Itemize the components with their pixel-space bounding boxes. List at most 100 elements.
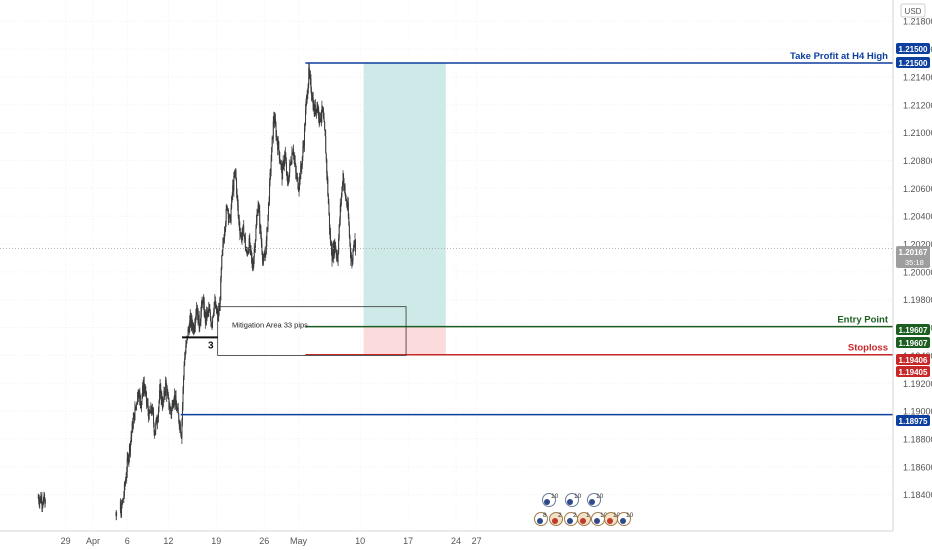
candle-body bbox=[338, 224, 340, 239]
candle-body bbox=[196, 307, 198, 315]
candle-body bbox=[269, 180, 271, 201]
event-marker-count: 2 bbox=[573, 512, 577, 519]
candle-body bbox=[341, 185, 343, 187]
candle-body bbox=[195, 307, 197, 315]
price-badge bbox=[896, 354, 930, 365]
candle-body bbox=[172, 403, 174, 408]
event-marker-count: 8 bbox=[543, 512, 547, 519]
candle-body bbox=[343, 174, 345, 185]
candle-body bbox=[184, 358, 186, 366]
candle-body bbox=[170, 411, 172, 415]
candle-body bbox=[287, 182, 289, 184]
candle-body bbox=[346, 205, 348, 208]
candle-body bbox=[334, 242, 336, 250]
candle-body bbox=[213, 302, 215, 312]
price-badge-text: 1.21500 bbox=[899, 45, 928, 54]
candle-body bbox=[212, 317, 214, 324]
candle-body bbox=[220, 277, 222, 301]
candle-body bbox=[230, 208, 232, 222]
candle-body bbox=[352, 249, 354, 261]
candle-body bbox=[208, 307, 210, 312]
candle-body bbox=[332, 248, 334, 262]
mitigation-label: Mitigation Area 33 pips bbox=[232, 321, 308, 330]
candle-body bbox=[231, 196, 233, 209]
event-marker-top[interactable]: 10 bbox=[565, 493, 582, 507]
candle-body bbox=[219, 304, 221, 311]
event-marker-top[interactable]: 10 bbox=[542, 493, 559, 507]
candle-body bbox=[176, 409, 178, 411]
event-marker-bottom[interactable]: 8 bbox=[534, 512, 548, 526]
candle-body bbox=[354, 239, 356, 244]
candle-body bbox=[334, 242, 336, 253]
candle-body bbox=[340, 203, 342, 206]
price-badge bbox=[896, 324, 930, 335]
candle-body bbox=[155, 417, 157, 423]
candle-body bbox=[330, 234, 332, 244]
event-marker-count: 2 bbox=[558, 512, 562, 519]
candle-body bbox=[330, 243, 332, 245]
candle-body bbox=[147, 404, 149, 412]
candle-body bbox=[155, 422, 157, 432]
candle-body bbox=[40, 498, 42, 503]
event-marker-top[interactable]: 10 bbox=[587, 493, 604, 507]
candle-body bbox=[325, 136, 327, 154]
candle-body bbox=[210, 318, 212, 326]
candle-body bbox=[252, 266, 254, 270]
candle-body bbox=[246, 251, 248, 253]
candle-body bbox=[232, 185, 234, 196]
candle-body bbox=[211, 323, 213, 327]
candle-body bbox=[296, 176, 298, 178]
candle-body bbox=[309, 74, 311, 76]
event-flag-icon bbox=[607, 518, 613, 524]
candle-body bbox=[148, 410, 150, 420]
event-marker-count: 10 bbox=[574, 493, 582, 500]
event-marker-bottom[interactable]: 10 bbox=[617, 512, 634, 526]
candle-body bbox=[142, 385, 144, 396]
candle-body bbox=[178, 413, 180, 422]
event-marker-bottom[interactable]: 1 bbox=[577, 512, 591, 526]
event-markers[interactable]: 10 10 10 8 2 2 1 10 10 10 bbox=[534, 493, 634, 526]
candle-body bbox=[230, 217, 232, 222]
event-marker-bottom[interactable]: 10 bbox=[604, 512, 621, 526]
candle-body bbox=[122, 498, 124, 500]
candle-body bbox=[266, 228, 268, 230]
candle-body bbox=[164, 390, 166, 395]
candle-body bbox=[320, 116, 322, 120]
candle-body bbox=[207, 311, 209, 312]
candle-body bbox=[224, 231, 226, 240]
candle-body bbox=[192, 325, 194, 330]
candle-body bbox=[222, 243, 224, 251]
price-badge-text: 1.19607 bbox=[899, 326, 928, 335]
take-profit-label: Take Profit at H4 High bbox=[790, 51, 888, 62]
time-tick-label: 26 bbox=[259, 536, 269, 546]
candle-body bbox=[134, 407, 136, 420]
candle-body bbox=[293, 150, 295, 157]
candle-body bbox=[229, 214, 231, 218]
candle-body bbox=[247, 252, 249, 255]
candle-body bbox=[291, 152, 293, 163]
candle-body bbox=[345, 199, 347, 201]
event-marker-bottom[interactable]: 2 bbox=[549, 512, 563, 526]
candle-body bbox=[243, 235, 245, 237]
candle-body bbox=[143, 383, 145, 392]
candle-body bbox=[283, 161, 285, 167]
candle-body bbox=[154, 431, 156, 436]
candle-body bbox=[287, 174, 289, 183]
candle-body bbox=[323, 112, 325, 119]
price-badge bbox=[896, 337, 930, 348]
candle-body bbox=[332, 248, 334, 257]
candle-body bbox=[293, 156, 295, 158]
candle-body bbox=[260, 226, 262, 238]
entry-label: Entry Point bbox=[837, 315, 889, 326]
candle-body bbox=[160, 393, 162, 399]
price-series bbox=[37, 63, 357, 521]
candle-body bbox=[286, 174, 288, 175]
candle-body bbox=[183, 365, 185, 378]
candle-body bbox=[265, 252, 267, 254]
event-marker-bottom[interactable]: 2 bbox=[564, 512, 578, 526]
candle-body bbox=[304, 125, 306, 128]
candle-body bbox=[328, 203, 330, 213]
candle-body bbox=[254, 249, 256, 250]
candle-body bbox=[308, 68, 310, 84]
